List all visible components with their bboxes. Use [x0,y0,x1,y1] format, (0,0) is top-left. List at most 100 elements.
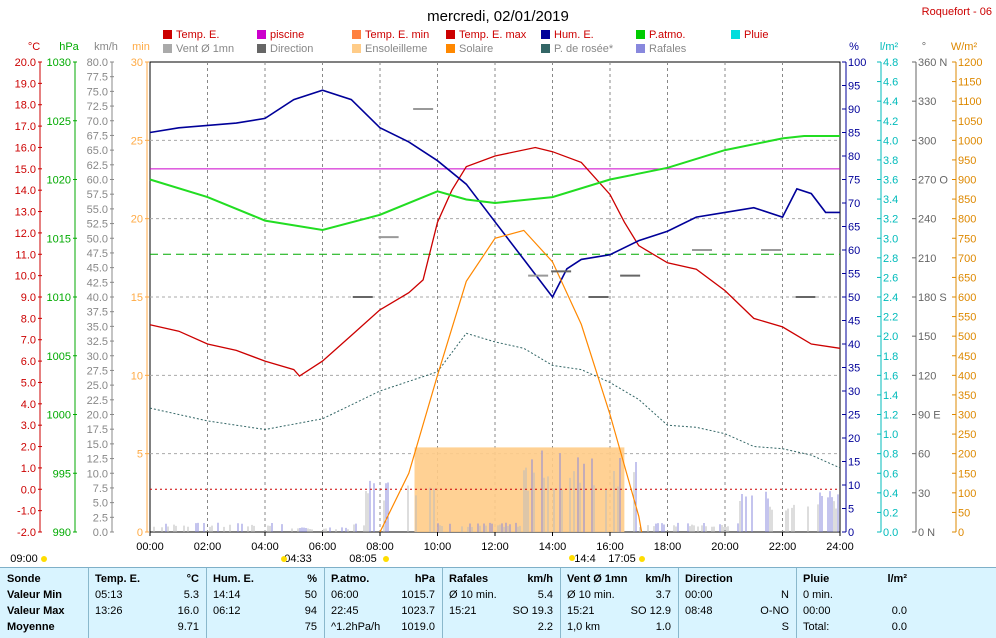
legend-swatch [731,30,740,39]
sunshine-axis: 30 25 20 15 10 5 0 [131,57,149,539]
summary-row: 06:12 94 [207,603,325,619]
summary-row: 00:00 N [679,587,797,603]
summary-row: Valeur Max [0,603,88,619]
cell-value: N [781,589,789,601]
legend-swatch [163,30,172,39]
tick-label: 0.6 [883,468,898,480]
event-label: 17:05 [608,553,636,565]
x-tick-label: 04:00 [251,541,279,553]
cell-value: 94 [304,605,317,617]
tick-label: 1.0 [21,463,36,475]
axis-unit: l/m² [880,41,899,53]
tick-label: 5 [848,504,854,516]
series-line [149,135,840,232]
summary-col-rain: Pluie l/m² 0 min. 00:00 0.0 Total: 0.0 [796,568,915,638]
axis-unit-labels: °C hPa km/h min% l/m² ° W/m² [28,41,978,53]
axis-unit: % [849,41,859,53]
tick-label: 17.5 [87,424,108,436]
tick-label: 990 [53,527,71,539]
tick-label: 4.8 [883,57,898,69]
tick-label: 20 [848,433,860,445]
col-unit: km/h [527,573,553,585]
tick-label: 52.5 [87,219,108,231]
legend-label: P. de rosée* [554,43,614,55]
cell-value: 0.0 [891,621,907,633]
summary-row: Sonde [0,571,88,587]
tick-label: 3.2 [883,214,898,226]
col-unit: % [307,573,317,585]
tick-label: 77.5 [87,72,108,84]
x-axis: 00:00 02:00 04:00 06:00 08:00 10:00 12:00 14:00… [136,532,854,553]
legend-label: Vent Ø 1mn [176,43,234,55]
moon-icon [281,556,287,562]
tick-label: 400 [958,370,976,382]
tick-label: 25.0 [87,380,108,392]
cell-value: SO 19.3 [512,605,553,617]
event-markers: 09:00 04:33 08:05 14:4 17:05 [10,553,645,565]
legend-label: piscine [270,29,304,41]
summary-table: Sonde Valeur Min Valeur Max Moyenne Temp. E.… [0,567,996,638]
summary-row: Valeur Min [0,587,88,603]
tick-label: 120 [918,370,936,382]
tick-label: 950 [958,155,976,167]
tick-label: 850 [958,194,976,206]
cell-time: 05:13 [95,589,123,601]
tick-label: 0.8 [883,449,898,461]
tick-label: 100 [848,57,866,69]
cell-value: 1015.7 [401,589,435,601]
tick-label: 15 [848,457,860,469]
cell-time: 1,0 km [567,621,601,633]
tick-label: 1100 [958,96,982,108]
x-tick-label: 12:00 [481,541,509,553]
tick-label: 150 [958,468,976,480]
tick-label: 60 [848,245,860,257]
tick-label: 12.0 [15,228,36,240]
summary-col-hum: Hum. E.% 14:14 50 06:12 94 75 [206,568,325,638]
tick-label: 19.0 [15,78,36,90]
x-tick-label: 02:00 [194,541,222,553]
tick-label: 4.6 [883,77,898,89]
cell-value: 5.3 [183,589,199,601]
tick-label: 13.0 [15,207,36,219]
cell-value: 3.7 [655,589,671,601]
tick-label: 700 [958,253,976,265]
tick-label: 3.8 [883,155,898,167]
tick-label: 4.4 [883,96,898,108]
tick-label: 210 [918,253,936,265]
tick-label: 35.0 [87,321,108,333]
cell-time: 00:00 [685,589,713,601]
tick-label: 65.0 [87,145,108,157]
tick-label: 95 [848,81,860,93]
tick-label: 72.5 [87,101,108,113]
legend-label: Ensoleilleme [365,43,427,55]
tick-label: 27.5 [87,365,108,377]
legend-swatch [636,30,645,39]
tick-label: 1030 [47,57,71,69]
tick-label: 100 [958,488,976,500]
tick-label: 450 [958,351,976,363]
tick-label: 11.0 [15,249,36,261]
cell-time: 22:45 [331,605,359,617]
cell-value: O-NO [760,605,789,617]
col-header: Temp. E. [95,573,141,585]
tick-label: 1150 [958,77,982,89]
tick-label: 0.0 [93,527,108,539]
tick-label: 1015 [47,233,71,245]
tick-label: 4.0 [21,399,36,411]
tick-label: 750 [958,233,976,245]
sunset-icon [639,556,645,562]
cell-time: 08:48 [685,605,713,617]
cell-time: 0 min. [803,589,833,601]
x-tick-label: 22:00 [769,541,797,553]
summary-labels: Sonde Valeur Min Valeur Max Moyenne [0,568,88,638]
event-label: 04:33 [284,553,312,565]
tick-label: 55 [848,269,860,281]
tick-label: 0.2 [883,507,898,519]
summary-header: Direction [679,571,797,587]
cell-time: Ø 10 min. [567,589,615,601]
tick-label: 55.0 [87,204,108,216]
summary-row: Ø 10 min. 5.4 [443,587,561,603]
axis-unit: km/h [94,41,118,53]
legend: Temp. E. piscine Temp. E. min Temp. E. max H… [163,29,768,55]
summary-row: 0 min. [797,587,915,603]
